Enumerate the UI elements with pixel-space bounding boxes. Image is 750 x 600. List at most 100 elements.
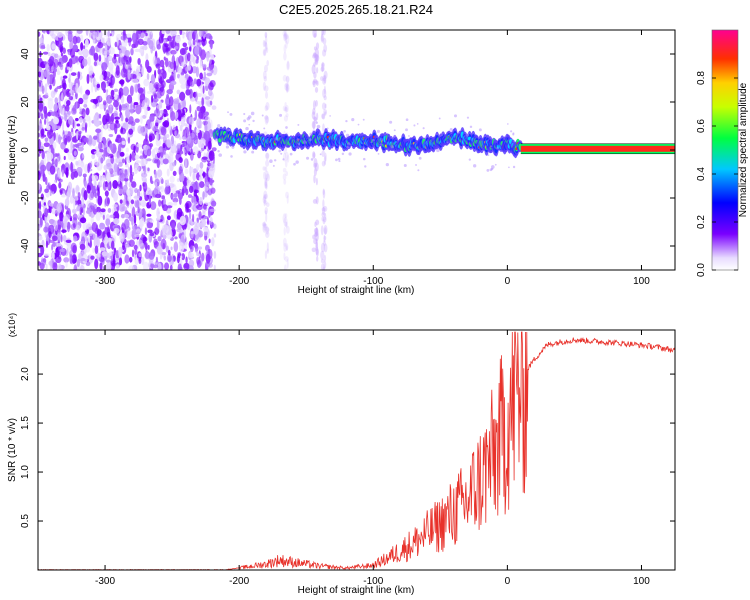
spectrogram-noise-cell: [195, 138, 198, 145]
spectrogram-noise-cell: [38, 224, 42, 228]
spectrogram-outlier: [418, 156, 422, 160]
spectrogram-outlier: [422, 127, 425, 130]
spectrogram-streak-cell: [264, 115, 269, 120]
spectrogram-noise-cell: [104, 196, 110, 207]
spectrogram-streak-cell: [264, 114, 269, 125]
spectrogram-streak-cell: [315, 54, 320, 62]
spectrogram-noise-cell: [134, 257, 139, 265]
spectrogram-noise-cell: [202, 203, 207, 210]
spectrogram-noise-cell: [88, 192, 95, 201]
spectrogram-noise-cell: [176, 228, 183, 233]
spectrogram-streak-cell: [320, 66, 325, 72]
spectrogram-streak-cell: [284, 221, 288, 227]
spectrogram-noise-cell: [111, 262, 117, 267]
spectrogram-noise-cell: [81, 108, 86, 119]
spectrogram-streak-cell: [324, 103, 327, 109]
spectrogram-outlier: [225, 141, 230, 146]
spectrogram-noise-cell: [170, 30, 177, 37]
spectrogram-noise-cell: [47, 51, 51, 57]
spectrogram-noise-cell: [66, 221, 71, 233]
spectrogram-streak-cell: [264, 32, 268, 39]
spectrogram-noise-cell: [68, 77, 71, 84]
spectrogram-noise-cell: [201, 97, 205, 107]
spectrogram-noise-cell: [41, 97, 45, 102]
spectrogram-noise-cell: [104, 190, 109, 197]
spectrogram-streak-cell: [286, 60, 290, 70]
spectrogram-noise-cell: [213, 250, 217, 259]
spectrogram-streak-cell: [262, 81, 266, 91]
spectrogram-noise-cell: [202, 120, 208, 126]
spectrogram-noise-cell: [65, 104, 70, 112]
spectrogram-noise-cell: [52, 141, 57, 149]
spectrogram-noise-cell: [132, 73, 137, 80]
spectrogram-noise-cell: [203, 145, 207, 150]
spectrogram-streak-cell: [283, 44, 287, 54]
spectrogram-streak-cell: [321, 30, 325, 36]
spectrogram-streak-cell: [313, 232, 318, 237]
spectrogram-streak-cell: [263, 171, 266, 180]
spectrogram-noise-cell: [59, 190, 63, 196]
spectrogram-noise-cell: [87, 56, 92, 66]
spectrogram-x-tick-label: -300: [95, 276, 115, 287]
spectrogram-outlier: [251, 150, 255, 154]
spectrogram-noise-cell: [79, 265, 85, 270]
spectrogram-streak-cell: [283, 179, 287, 185]
spectrogram-noise-cell: [109, 55, 113, 61]
spectrogram-noise-cell: [49, 184, 53, 191]
spectrogram-streak-cell: [321, 63, 324, 73]
spectrogram-noise-cell: [198, 176, 203, 182]
spectrogram-noise-cell: [165, 45, 169, 53]
spectrogram-noise-cell: [184, 168, 189, 175]
spectrogram-noise-cell: [106, 172, 111, 183]
spectrogram-noise-cell: [70, 171, 75, 180]
spectrogram-noise-cell: [40, 164, 47, 172]
spectrogram-outlier: [405, 128, 408, 132]
spectrogram-outlier: [318, 132, 322, 136]
spectrogram-noise-cell: [194, 189, 199, 193]
spectrogram-outlier: [335, 158, 338, 162]
spectrogram-noise-cell: [52, 191, 55, 195]
spectrogram-outlier: [319, 153, 322, 156]
spectrogram-noise-cell: [49, 84, 52, 90]
spectrogram-noise-cell: [46, 74, 51, 85]
spectrogram-noise-cell: [131, 225, 135, 231]
spectrogram-noise-cell: [90, 75, 93, 83]
spectrogram-noise-cell: [192, 225, 199, 235]
spectrogram-noise-cell: [96, 30, 99, 35]
spectrogram-outlier: [512, 132, 515, 135]
spectrogram-noise-cell: [55, 248, 59, 253]
spectrogram-streak-cell: [285, 245, 289, 251]
spectrogram-noise-cell: [118, 56, 121, 64]
spectrogram-noise-cell: [100, 208, 106, 213]
spectrogram-noise-cell: [40, 193, 44, 201]
spectrogram-noise-cell: [144, 242, 148, 250]
spectrogram-noise-cell: [38, 210, 42, 219]
spectrogram-noise-cell: [180, 144, 183, 152]
spectrogram-noise-cell: [60, 141, 66, 150]
spectrogram-noise-cell: [142, 182, 148, 192]
spectrogram-noise-cell: [64, 214, 70, 221]
spectrogram-noise-cell: [45, 176, 48, 186]
spectrogram-noise-cell: [171, 193, 174, 200]
spectrogram-noise-cell: [179, 91, 186, 101]
spectrogram-noise-cell: [169, 157, 173, 162]
spectrogram-streak-cell: [312, 121, 316, 130]
spectrogram-noise-cell: [195, 163, 200, 171]
spectrogram-noise-cell: [43, 253, 50, 257]
spectrogram-noise-cell: [192, 56, 196, 65]
spectrogram-streak-cell: [284, 256, 289, 262]
spectrogram-streak-cell: [314, 162, 319, 172]
spectrogram-noise-cell: [213, 264, 216, 270]
spectrogram-noise-cell: [57, 263, 62, 270]
spectrogram-noise-cell: [186, 208, 192, 213]
spectrogram-noise-cell: [131, 249, 135, 258]
spectrogram-streak-cell: [323, 234, 326, 243]
spectrogram-noise-cell: [192, 213, 195, 223]
spectrogram-noise-cell: [134, 118, 140, 123]
spectrogram-outlier: [376, 129, 380, 133]
spectrogram-noise-cell: [124, 193, 128, 200]
spectrogram-noise-cell: [47, 97, 54, 102]
spectrogram-outlier: [405, 118, 409, 122]
spectrogram-noise-cell: [70, 72, 77, 76]
spectrogram-noise-cell: [162, 158, 169, 165]
